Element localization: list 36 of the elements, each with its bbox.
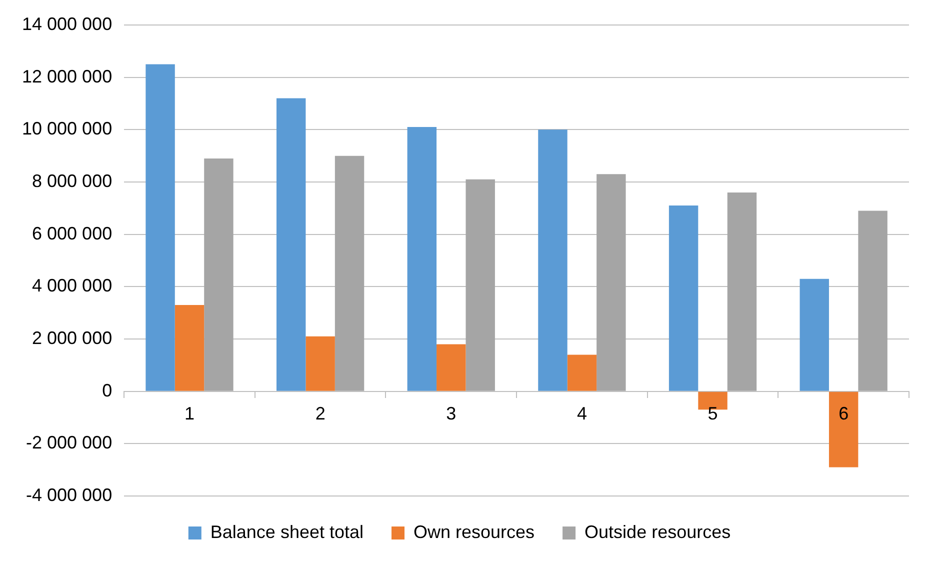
- legend-label: Balance sheet total: [210, 522, 364, 542]
- bar: [334, 156, 364, 391]
- bar: [538, 130, 568, 391]
- bar: [828, 392, 858, 468]
- bar: [727, 192, 757, 391]
- bar: [204, 158, 234, 391]
- y-tick-label: 12 000 000: [22, 66, 112, 86]
- bar: [436, 344, 466, 391]
- y-tick-label: 6 000 000: [32, 223, 112, 244]
- x-tick-label: 6: [838, 403, 849, 424]
- bar: [306, 336, 335, 391]
- bar: [668, 206, 698, 391]
- bar: [407, 127, 437, 391]
- bar: [800, 278, 829, 391]
- y-tick-label: 10 000 000: [22, 118, 112, 139]
- x-tick-label: 1: [184, 403, 195, 424]
- legend-label: Outside resources: [584, 522, 731, 542]
- y-tick-label: -4 000 000: [26, 484, 112, 505]
- x-tick-label: 4: [576, 403, 587, 424]
- bar: [858, 210, 888, 391]
- x-tick-label: 5: [708, 403, 718, 424]
- x-tick-label: 3: [446, 403, 456, 424]
- legend-label: Own resources: [414, 522, 535, 542]
- bar: [466, 179, 495, 391]
- bar: [146, 64, 175, 391]
- bar: [567, 354, 597, 391]
- bar: [174, 304, 204, 391]
- y-tick-label: 0: [102, 380, 112, 400]
- bar: [596, 174, 626, 391]
- y-tick-label: -2 000 000: [26, 432, 112, 453]
- x-tick-label: 2: [315, 403, 326, 424]
- bar: [276, 98, 306, 391]
- y-tick-label: 2 000 000: [32, 328, 112, 348]
- y-tick-label: 4 000 000: [32, 276, 112, 296]
- y-tick-label: 14 000 000: [22, 14, 112, 34]
- y-tick-label: 8 000 000: [32, 170, 112, 191]
